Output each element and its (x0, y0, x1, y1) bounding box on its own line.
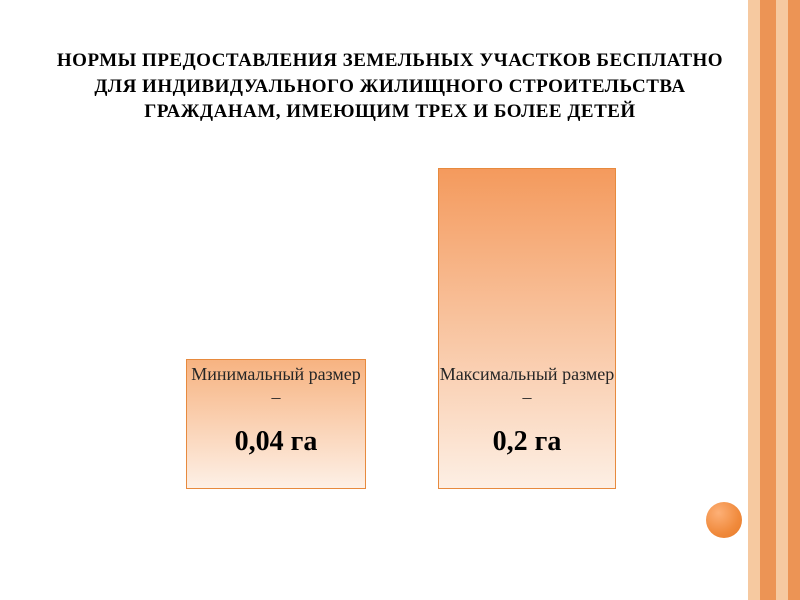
side-stripe-3 (776, 0, 788, 600)
chart-area: Минимальный размер – 0,04 га Максимальны… (0, 165, 748, 495)
bar-min-value: 0,04 га (235, 426, 318, 458)
page-title: НОРМЫ ПРЕДОСТАВЛЕНИЯ ЗЕМЕЛЬНЫХ УЧАСТКОВ … (50, 48, 730, 125)
bar-max: Максимальный размер – 0,2 га (438, 168, 616, 489)
side-stripe-1 (748, 0, 760, 600)
nav-forward-button[interactable] (706, 502, 742, 538)
bar-max-value: 0,2 га (493, 426, 562, 458)
bar-min: Минимальный размер – 0,04 га (186, 359, 366, 489)
side-stripe-container (748, 0, 800, 600)
bar-min-label: Минимальный размер – (187, 363, 365, 408)
side-stripe-2 (760, 0, 776, 600)
side-stripe-4 (788, 0, 800, 600)
bar-max-label: Максимальный размер – (439, 363, 615, 408)
